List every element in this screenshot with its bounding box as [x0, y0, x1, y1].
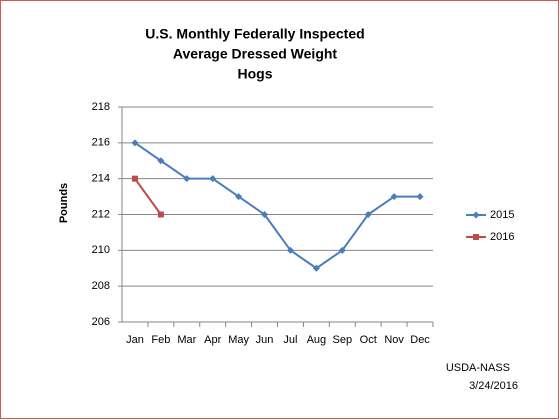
x-tick-label: Mar: [177, 334, 196, 346]
data-point: [286, 246, 294, 254]
y-tick-label: 218: [92, 101, 110, 113]
y-tick-label: 208: [92, 280, 110, 292]
data-point: [183, 175, 191, 183]
data-point: [364, 211, 372, 218]
y-tick-label: 206: [92, 316, 110, 328]
x-tick-label: Aug: [307, 334, 327, 346]
y-tick-label: 214: [92, 173, 110, 185]
data-point: [338, 246, 346, 254]
data-point: [416, 193, 424, 201]
x-tick-label: Jul: [283, 334, 297, 346]
legend-label: 2016: [490, 231, 514, 243]
y-tick-label: 210: [92, 244, 110, 256]
y-tick-label: 212: [92, 208, 110, 220]
data-point: [131, 139, 139, 147]
chart-title: U.S. Monthly Federally Inspected: [145, 26, 364, 42]
y-tick-label: 216: [92, 137, 110, 149]
chart-title: Average Dressed Weight: [173, 46, 338, 62]
x-tick-label: Apr: [204, 334, 221, 346]
data-point: [261, 211, 269, 218]
data-point: [312, 264, 320, 272]
x-tick-label: Nov: [384, 334, 404, 346]
x-tick-label: Feb: [151, 334, 170, 346]
data-point: [235, 193, 243, 201]
annotation: USDA-NASS: [446, 362, 510, 374]
y-axis-title: Pounds: [58, 183, 70, 223]
legend-marker: [473, 234, 479, 240]
x-tick-label: Oct: [360, 334, 377, 346]
x-tick-label: May: [228, 334, 249, 346]
x-tick-label: Jun: [256, 334, 274, 346]
data-point: [157, 157, 165, 165]
data-point: [157, 211, 164, 218]
legend-label: 2015: [490, 209, 514, 221]
x-tick-label: Sep: [333, 334, 353, 346]
legend-marker: [472, 211, 480, 219]
series-line: [134, 142, 421, 270]
x-tick-label: Jan: [126, 334, 144, 346]
x-tick-label: Dec: [410, 334, 430, 346]
data-point: [209, 175, 217, 183]
annotation: 3/24/2016: [469, 380, 518, 392]
data-point: [390, 193, 398, 201]
chart-title: Hogs: [238, 66, 273, 82]
data-point: [131, 175, 138, 182]
series-line: [134, 178, 162, 216]
